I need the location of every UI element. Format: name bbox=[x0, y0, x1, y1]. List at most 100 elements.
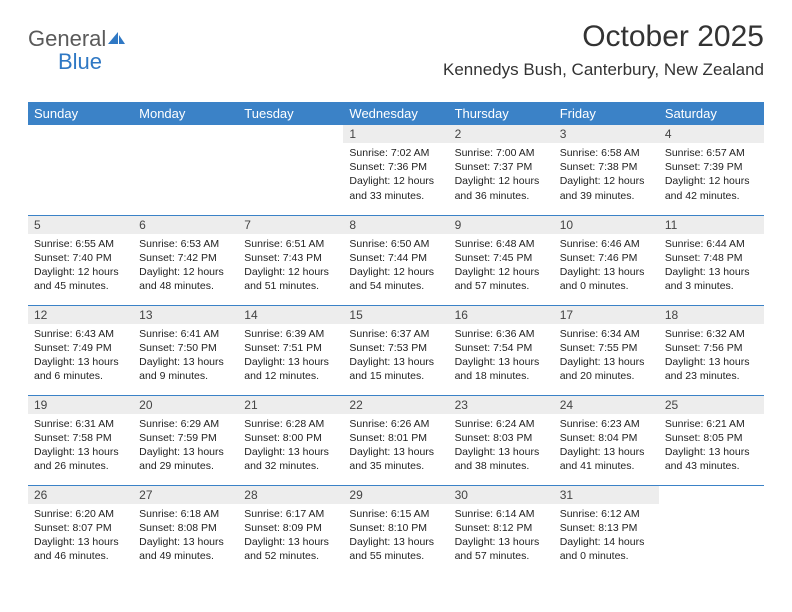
calendar-day: 21Sunrise: 6:28 AMSunset: 8:00 PMDayligh… bbox=[238, 395, 343, 485]
sunset-text: Sunset: 7:43 PM bbox=[244, 251, 337, 265]
daylight-text: and 0 minutes. bbox=[560, 279, 653, 293]
daylight-text: and 18 minutes. bbox=[455, 369, 548, 383]
day-header: Sunday bbox=[28, 102, 133, 125]
sunrise-text: Sunrise: 6:24 AM bbox=[455, 417, 548, 431]
daylight-text: Daylight: 13 hours bbox=[455, 355, 548, 369]
sunrise-text: Sunrise: 6:12 AM bbox=[560, 507, 653, 521]
sunset-text: Sunset: 7:42 PM bbox=[139, 251, 232, 265]
calendar-week: 26Sunrise: 6:20 AMSunset: 8:07 PMDayligh… bbox=[28, 485, 764, 575]
sunrise-text: Sunrise: 6:37 AM bbox=[349, 327, 442, 341]
sunset-text: Sunset: 8:05 PM bbox=[665, 431, 758, 445]
sunset-text: Sunset: 8:09 PM bbox=[244, 521, 337, 535]
day-number: 11 bbox=[659, 216, 764, 234]
day-detail: Sunrise: 7:00 AMSunset: 7:37 PMDaylight:… bbox=[449, 143, 554, 207]
sunset-text: Sunset: 7:38 PM bbox=[560, 160, 653, 174]
calendar-day: 16Sunrise: 6:36 AMSunset: 7:54 PMDayligh… bbox=[449, 305, 554, 395]
calendar-day: 18Sunrise: 6:32 AMSunset: 7:56 PMDayligh… bbox=[659, 305, 764, 395]
daylight-text: and 49 minutes. bbox=[139, 549, 232, 563]
sunset-text: Sunset: 7:45 PM bbox=[455, 251, 548, 265]
daylight-text: and 55 minutes. bbox=[349, 549, 442, 563]
daylight-text: and 43 minutes. bbox=[665, 459, 758, 473]
sunset-text: Sunset: 8:07 PM bbox=[34, 521, 127, 535]
daylight-text: and 6 minutes. bbox=[34, 369, 127, 383]
sunrise-text: Sunrise: 6:46 AM bbox=[560, 237, 653, 251]
day-detail: Sunrise: 6:53 AMSunset: 7:42 PMDaylight:… bbox=[133, 234, 238, 298]
calendar-day: 4Sunrise: 6:57 AMSunset: 7:39 PMDaylight… bbox=[659, 125, 764, 215]
sunset-text: Sunset: 8:01 PM bbox=[349, 431, 442, 445]
day-number bbox=[133, 125, 238, 142]
calendar-day: 14Sunrise: 6:39 AMSunset: 7:51 PMDayligh… bbox=[238, 305, 343, 395]
day-number: 18 bbox=[659, 306, 764, 324]
calendar-day bbox=[28, 125, 133, 215]
sunrise-text: Sunrise: 6:43 AM bbox=[34, 327, 127, 341]
daylight-text: and 29 minutes. bbox=[139, 459, 232, 473]
calendar-day: 30Sunrise: 6:14 AMSunset: 8:12 PMDayligh… bbox=[449, 485, 554, 575]
calendar-week: 19Sunrise: 6:31 AMSunset: 7:58 PMDayligh… bbox=[28, 395, 764, 485]
daylight-text: and 15 minutes. bbox=[349, 369, 442, 383]
day-detail: Sunrise: 6:23 AMSunset: 8:04 PMDaylight:… bbox=[554, 414, 659, 478]
sunrise-text: Sunrise: 6:29 AM bbox=[139, 417, 232, 431]
calendar-day: 13Sunrise: 6:41 AMSunset: 7:50 PMDayligh… bbox=[133, 305, 238, 395]
day-detail: Sunrise: 6:14 AMSunset: 8:12 PMDaylight:… bbox=[449, 504, 554, 568]
day-header: Friday bbox=[554, 102, 659, 125]
day-number: 6 bbox=[133, 216, 238, 234]
daylight-text: and 41 minutes. bbox=[560, 459, 653, 473]
day-detail: Sunrise: 6:57 AMSunset: 7:39 PMDaylight:… bbox=[659, 143, 764, 207]
sunset-text: Sunset: 7:50 PM bbox=[139, 341, 232, 355]
calendar-day: 9Sunrise: 6:48 AMSunset: 7:45 PMDaylight… bbox=[449, 215, 554, 305]
day-detail: Sunrise: 6:34 AMSunset: 7:55 PMDaylight:… bbox=[554, 324, 659, 388]
day-number: 30 bbox=[449, 486, 554, 504]
daylight-text: Daylight: 13 hours bbox=[139, 535, 232, 549]
daylight-text: Daylight: 12 hours bbox=[665, 174, 758, 188]
daylight-text: Daylight: 13 hours bbox=[560, 265, 653, 279]
daylight-text: Daylight: 13 hours bbox=[665, 445, 758, 459]
day-number: 17 bbox=[554, 306, 659, 324]
sunrise-text: Sunrise: 6:50 AM bbox=[349, 237, 442, 251]
day-number: 29 bbox=[343, 486, 448, 504]
day-header: Thursday bbox=[449, 102, 554, 125]
sunrise-text: Sunrise: 6:28 AM bbox=[244, 417, 337, 431]
sunset-text: Sunset: 8:12 PM bbox=[455, 521, 548, 535]
daylight-text: and 51 minutes. bbox=[244, 279, 337, 293]
calendar-day: 8Sunrise: 6:50 AMSunset: 7:44 PMDaylight… bbox=[343, 215, 448, 305]
calendar-day: 23Sunrise: 6:24 AMSunset: 8:03 PMDayligh… bbox=[449, 395, 554, 485]
day-detail: Sunrise: 6:12 AMSunset: 8:13 PMDaylight:… bbox=[554, 504, 659, 568]
calendar-day: 17Sunrise: 6:34 AMSunset: 7:55 PMDayligh… bbox=[554, 305, 659, 395]
daylight-text: and 52 minutes. bbox=[244, 549, 337, 563]
daylight-text: and 33 minutes. bbox=[349, 189, 442, 203]
daylight-text: and 35 minutes. bbox=[349, 459, 442, 473]
header: General Blue October 2025 Kennedys Bush,… bbox=[28, 20, 764, 98]
calendar-week: 12 Sunrise: 6:43 AMSunset: 7:49 PM Dayligh… bbox=[28, 305, 764, 395]
daylight-text: and 42 minutes. bbox=[665, 189, 758, 203]
calendar-day: 1Sunrise: 7:02 AMSunset: 7:36 PMDaylight… bbox=[343, 125, 448, 215]
day-detail: Sunrise: 6:18 AMSunset: 8:08 PMDaylight:… bbox=[133, 504, 238, 568]
day-detail: Sunrise: 6:20 AMSunset: 8:07 PMDaylight:… bbox=[28, 504, 133, 568]
daylight-text: and 9 minutes. bbox=[139, 369, 232, 383]
daylight-text: Daylight: 13 hours bbox=[560, 445, 653, 459]
brand-name-part2: Blue bbox=[58, 49, 102, 74]
daylight-text: and 39 minutes. bbox=[560, 189, 653, 203]
daylight-text: Daylight: 13 hours bbox=[560, 355, 653, 369]
day-number: 19 bbox=[28, 396, 133, 414]
day-number: 26 bbox=[28, 486, 133, 504]
daylight-text: Daylight: 12 hours bbox=[244, 265, 337, 279]
day-number: 20 bbox=[133, 396, 238, 414]
sunrise-text: Sunrise: 6:26 AM bbox=[349, 417, 442, 431]
calendar-day bbox=[659, 485, 764, 575]
sunrise-text: Sunrise: 6:31 AM bbox=[34, 417, 127, 431]
brand-name-part1: General bbox=[28, 26, 106, 51]
calendar-day: 6Sunrise: 6:53 AMSunset: 7:42 PMDaylight… bbox=[133, 215, 238, 305]
calendar-day: 24Sunrise: 6:23 AMSunset: 8:04 PMDayligh… bbox=[554, 395, 659, 485]
sunrise-text: Sunrise: 6:21 AM bbox=[665, 417, 758, 431]
day-number: 1 bbox=[343, 125, 448, 143]
day-number: 2 bbox=[449, 125, 554, 143]
day-detail: Sunrise: 7:02 AMSunset: 7:36 PMDaylight:… bbox=[343, 143, 448, 207]
calendar-table: Sunday Monday Tuesday Wednesday Thursday… bbox=[28, 102, 764, 575]
sunset-text: Sunset: 7:49 PM bbox=[34, 341, 127, 355]
daylight-text: and 12 minutes. bbox=[244, 369, 337, 383]
daylight-text: Daylight: 13 hours bbox=[349, 445, 442, 459]
day-detail: Sunrise: 6:31 AMSunset: 7:58 PMDaylight:… bbox=[28, 414, 133, 478]
day-number: 12 bbox=[28, 306, 133, 324]
calendar-day bbox=[133, 125, 238, 215]
calendar-day: 25Sunrise: 6:21 AMSunset: 8:05 PMDayligh… bbox=[659, 395, 764, 485]
